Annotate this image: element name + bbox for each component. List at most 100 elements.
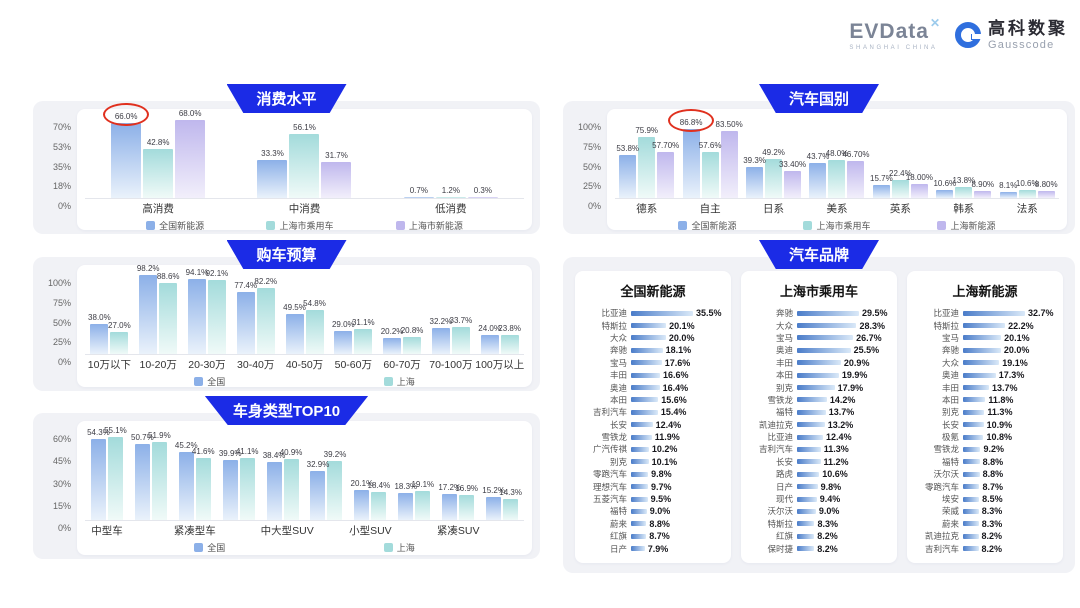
brand-bar[interactable] xyxy=(797,546,815,552)
bar[interactable] xyxy=(383,337,402,354)
bar[interactable] xyxy=(321,161,352,198)
brand-bar[interactable] xyxy=(963,310,1025,316)
brand-bar[interactable] xyxy=(797,347,851,353)
bar[interactable] xyxy=(936,189,954,198)
brand-bar[interactable] xyxy=(631,397,659,403)
brand-bar[interactable] xyxy=(631,335,666,341)
bar[interactable] xyxy=(403,197,434,198)
bar[interactable] xyxy=(999,191,1017,198)
brand-bar[interactable] xyxy=(631,422,653,428)
brand-bar[interactable] xyxy=(963,335,1002,341)
bar[interactable] xyxy=(746,166,764,198)
legend-item[interactable]: 上海 xyxy=(383,541,415,554)
legend-item[interactable]: 全国 xyxy=(194,375,225,388)
bar[interactable] xyxy=(159,283,178,354)
bar[interactable] xyxy=(403,337,422,354)
legend-item[interactable]: 上海市乘用车 xyxy=(266,219,334,232)
brand-bar[interactable] xyxy=(631,372,660,378)
brand-bar[interactable] xyxy=(797,422,825,428)
bar[interactable] xyxy=(289,133,320,198)
brand-bar[interactable] xyxy=(797,446,821,452)
bar[interactable] xyxy=(354,329,373,354)
brand-bar[interactable] xyxy=(963,484,980,490)
bar[interactable] xyxy=(239,458,255,520)
brand-bar[interactable] xyxy=(797,385,835,391)
bar[interactable] xyxy=(151,442,167,520)
bar[interactable] xyxy=(1037,190,1055,198)
bar[interactable] xyxy=(90,438,106,520)
bar[interactable] xyxy=(828,159,846,198)
brand-bar[interactable] xyxy=(631,496,648,502)
bar[interactable] xyxy=(266,462,282,520)
brand-bar[interactable] xyxy=(631,323,667,329)
brand-bar[interactable] xyxy=(631,471,649,477)
brand-bar[interactable] xyxy=(963,533,979,539)
brand-bar[interactable] xyxy=(631,521,647,527)
bar[interactable] xyxy=(111,122,142,198)
bar[interactable] xyxy=(327,461,343,520)
bar[interactable] xyxy=(765,158,783,198)
bar[interactable] xyxy=(310,470,326,520)
brand-bar[interactable] xyxy=(963,471,980,477)
bar[interactable] xyxy=(809,163,827,198)
bar[interactable] xyxy=(398,492,414,520)
brand-bar[interactable] xyxy=(963,397,986,403)
bar[interactable] xyxy=(891,180,909,198)
legend-item[interactable]: 全国新能源 xyxy=(678,219,737,232)
brand-bar[interactable] xyxy=(797,323,857,329)
bar[interactable] xyxy=(178,452,194,520)
brand-bar[interactable] xyxy=(631,347,663,353)
legend-item[interactable]: 全国 xyxy=(194,541,225,554)
bar[interactable] xyxy=(187,278,206,354)
bar[interactable] xyxy=(442,494,458,520)
bar[interactable] xyxy=(638,137,656,198)
legend-item[interactable]: 全国新能源 xyxy=(146,219,204,232)
brand-bar[interactable] xyxy=(963,434,984,440)
brand-bar[interactable] xyxy=(963,546,979,552)
brand-bar[interactable] xyxy=(797,434,824,440)
brand-bar[interactable] xyxy=(797,372,839,378)
brand-bar[interactable] xyxy=(797,484,818,490)
brand-bar[interactable] xyxy=(797,360,841,366)
bar[interactable] xyxy=(784,171,802,198)
bar[interactable] xyxy=(431,328,450,354)
legend-item[interactable]: 上海新能源 xyxy=(937,219,996,232)
brand-bar[interactable] xyxy=(797,508,816,514)
bar[interactable] xyxy=(720,131,738,198)
bar[interactable] xyxy=(657,151,675,198)
brand-bar[interactable] xyxy=(797,409,826,415)
brand-bar[interactable] xyxy=(631,533,647,539)
brand-bar[interactable] xyxy=(797,310,859,316)
brand-bar[interactable] xyxy=(963,508,979,514)
bar[interactable] xyxy=(847,160,865,198)
bar[interactable] xyxy=(415,491,431,520)
bar[interactable] xyxy=(480,334,499,354)
brand-bar[interactable] xyxy=(963,360,1000,366)
bar[interactable] xyxy=(110,332,129,354)
brand-bar[interactable] xyxy=(797,496,817,502)
bar[interactable] xyxy=(459,494,475,520)
brand-bar[interactable] xyxy=(797,533,815,539)
bar[interactable] xyxy=(500,334,519,354)
bar[interactable] xyxy=(334,330,353,354)
bar[interactable] xyxy=(175,120,206,198)
brand-bar[interactable] xyxy=(963,446,981,452)
bar[interactable] xyxy=(139,275,158,354)
bar[interactable] xyxy=(910,183,928,198)
brand-bar[interactable] xyxy=(797,471,820,477)
bar[interactable] xyxy=(134,443,150,520)
brand-bar[interactable] xyxy=(963,323,1006,329)
brand-bar[interactable] xyxy=(963,385,989,391)
brand-bar[interactable] xyxy=(631,484,648,490)
bar[interactable] xyxy=(435,196,466,198)
bar[interactable] xyxy=(256,288,275,354)
legend-item[interactable]: 上海市乘用车 xyxy=(803,219,871,232)
bar[interactable] xyxy=(1018,189,1036,198)
bar[interactable] xyxy=(701,151,719,198)
bar[interactable] xyxy=(371,492,387,520)
legend-item[interactable]: 上海市新能源 xyxy=(395,219,463,232)
bar[interactable] xyxy=(143,149,174,198)
bar[interactable] xyxy=(90,323,109,354)
bar[interactable] xyxy=(451,327,470,354)
brand-bar[interactable] xyxy=(963,347,1001,353)
